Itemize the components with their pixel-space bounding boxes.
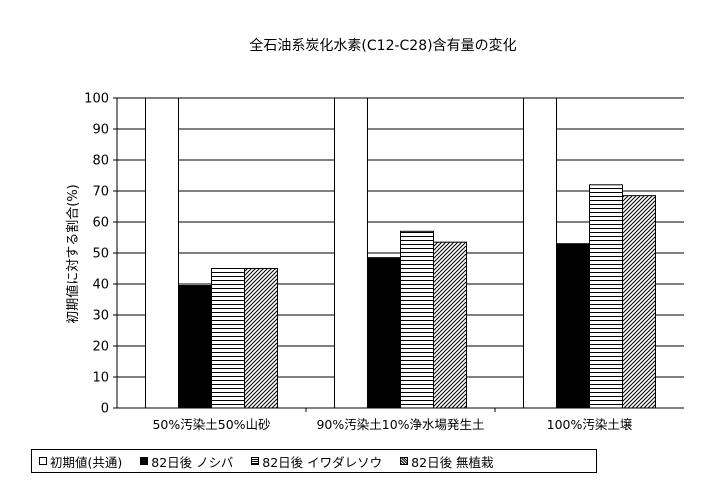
bar	[589, 184, 623, 409]
y-tick-label: 10	[92, 371, 109, 386]
y-tick-label: 90	[92, 123, 109, 138]
bar	[211, 268, 245, 409]
bar	[622, 195, 656, 409]
y-tick-label: 20	[92, 340, 109, 355]
x-tick-label: 90%汚染土10%浄水場発生土	[316, 417, 484, 432]
legend-swatch	[39, 457, 47, 465]
legend-label: 初期値(共通)	[50, 454, 123, 470]
bar	[556, 243, 590, 409]
bar	[244, 268, 278, 409]
y-axis-label: 初期値に対する割合(%)	[65, 184, 81, 324]
legend: 初期値(共通) 82日後 ノシバ 82日後 イワダレソウ 82日後 無植栽	[31, 449, 597, 473]
bar	[145, 97, 179, 409]
bar	[523, 97, 557, 409]
legend-label: 82日後 無植栽	[411, 454, 494, 470]
axes: 0 10 20 30 40 50 60 70 80 90 100 50%汚染土50%山砂 90%汚染土1…	[84, 92, 684, 432]
bar	[178, 285, 212, 409]
bar	[400, 230, 434, 409]
legend-item: 82日後 無植栽	[400, 452, 494, 471]
y-tick-label: 30	[92, 309, 109, 324]
legend-swatch	[400, 457, 409, 465]
bar	[367, 257, 401, 409]
y-tick-label: 100	[84, 92, 109, 107]
chart-title: 全石油系炭化水素(C12-C28)含有量の変化	[249, 37, 516, 54]
bar	[433, 241, 467, 409]
y-tick-label: 70	[92, 185, 109, 200]
y-tick-label: 40	[92, 278, 109, 293]
y-tick-label: 50	[92, 247, 109, 262]
legend-item: 82日後 ノシバ	[140, 452, 233, 471]
x-tick-label: 50%汚染土50%山砂	[152, 417, 270, 432]
x-tick-label: 100%汚染土壌	[547, 417, 633, 432]
y-tick-label: 60	[92, 216, 109, 231]
legend-swatch	[251, 457, 260, 465]
bar	[334, 97, 368, 409]
legend-label: 82日後 ノシバ	[151, 454, 234, 470]
legend-item: 初期値(共通)	[39, 452, 122, 471]
y-tick-label: 0	[101, 402, 109, 417]
legend-label: 82日後 イワダレソウ	[262, 454, 383, 470]
y-tick-label: 80	[92, 154, 109, 169]
legend-swatch	[140, 457, 149, 465]
legend-item: 82日後 イワダレソウ	[251, 452, 382, 471]
